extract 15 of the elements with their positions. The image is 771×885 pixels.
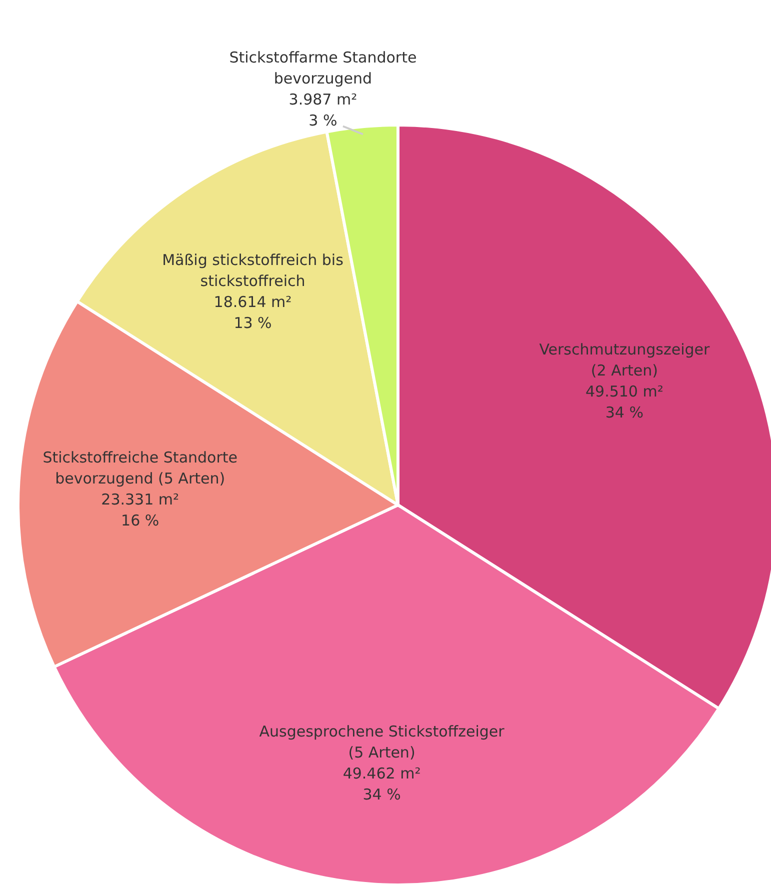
text: 18.614 m²: [214, 293, 292, 312]
text: 23.331 m²: [101, 490, 180, 509]
text: 49.510 m²: [585, 382, 664, 400]
text: 49.462 m²: [342, 764, 421, 783]
data-label: 34 %: [605, 403, 644, 422]
data-label: 34 %: [362, 786, 401, 804]
slice-label: Ausgesprochene Stickstoffzeiger (5 Arten): [259, 722, 506, 762]
slice-label: Verschmutzungszeiger (2 Arten): [539, 340, 710, 380]
data-label: 13 %: [234, 314, 272, 332]
slice-label: Mäßig stickstoffreich bis stickstoffreich: [162, 251, 344, 290]
slice-label: Stickstoffreiche Standorte bevorzugend (5 Arten): [42, 448, 238, 488]
data-label: 3 %: [308, 112, 338, 130]
data-label: 16 %: [121, 512, 160, 530]
text: 3.987 m²: [288, 90, 358, 109]
slice-label: Stickstoffarme Standorte bevorzugend: [229, 48, 417, 88]
